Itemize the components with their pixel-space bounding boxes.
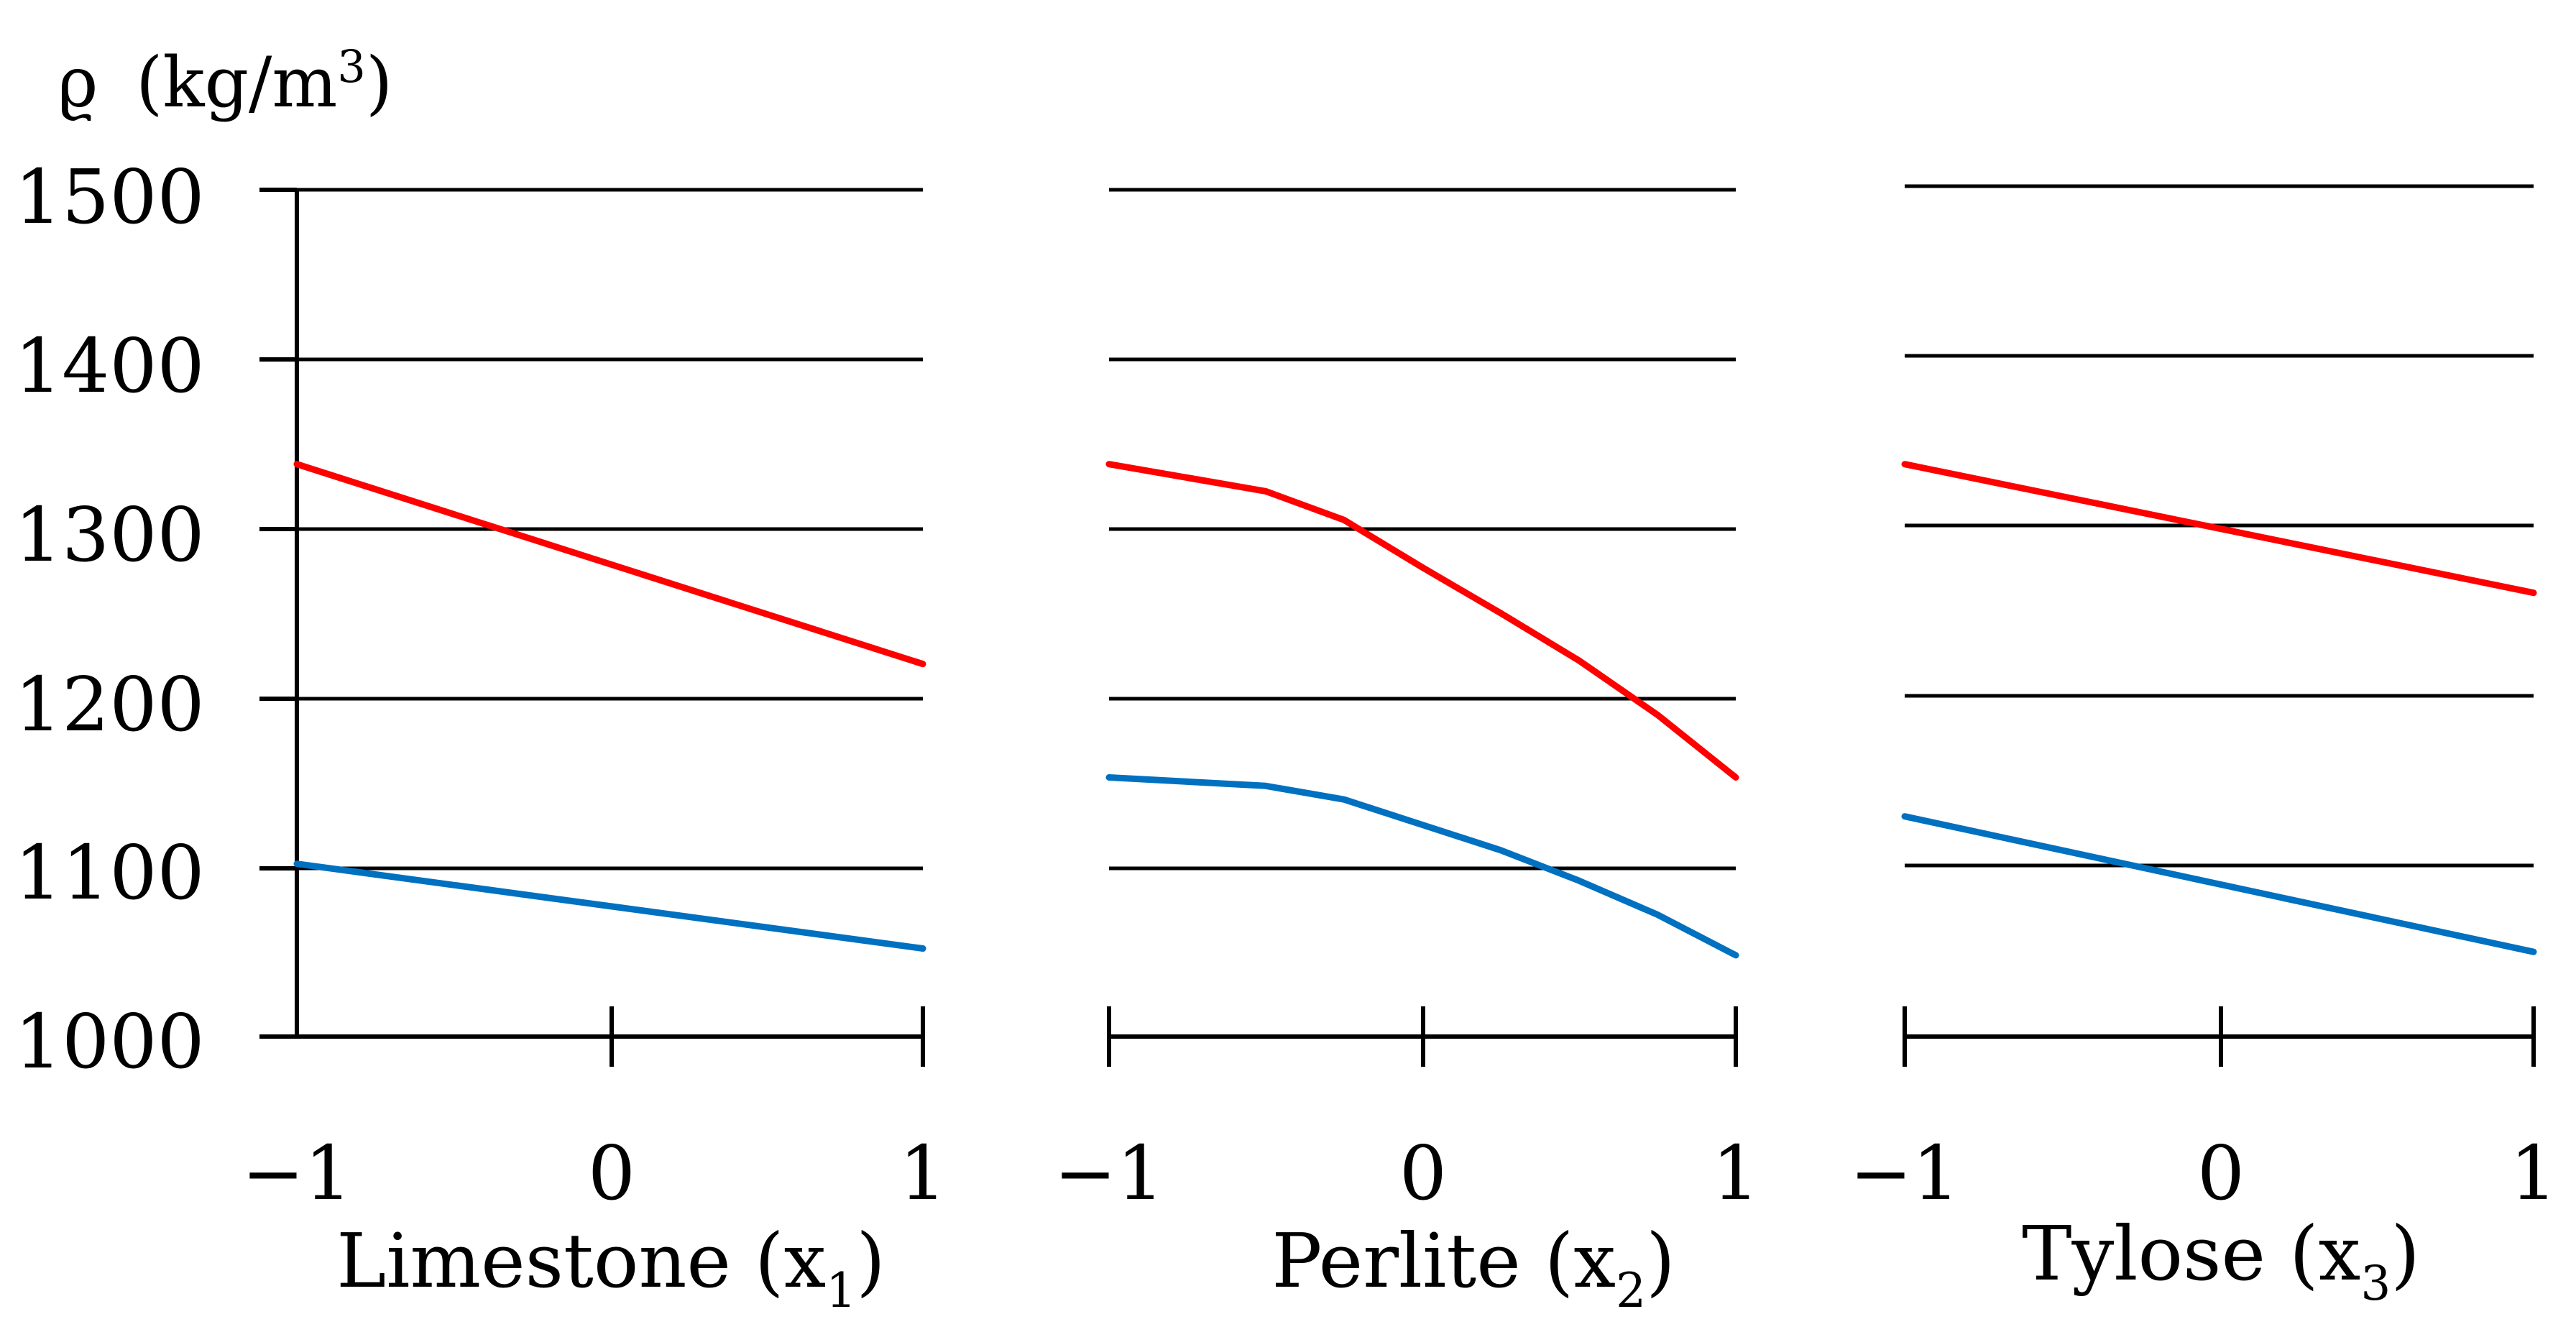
x-axis-label-subscript: 3 bbox=[2360, 1256, 2391, 1311]
series-line-blue bbox=[1901, 813, 2537, 955]
y-tick-label: 1000 bbox=[14, 998, 205, 1085]
x-axis-label-subscript: 2 bbox=[1616, 1263, 1646, 1318]
x-axis-label-text: Tylose (x bbox=[2022, 1210, 2360, 1297]
series-line-red bbox=[1901, 461, 2537, 597]
x-axis-label-subscript: 1 bbox=[826, 1263, 856, 1318]
series-line-red bbox=[293, 461, 926, 668]
panel-limestone: −1 0 1 Limestone (x1) bbox=[242, 188, 947, 1318]
x-axis-label-text: Limestone (x bbox=[336, 1217, 826, 1305]
x-axis-label: Limestone (x1) bbox=[336, 1217, 886, 1318]
x-tick-label: 1 bbox=[1712, 1129, 1760, 1217]
series-line-red bbox=[1105, 461, 1739, 781]
y-axis-unit-exponent: 3 bbox=[337, 40, 365, 93]
x-axis-label: Tylose (x3) bbox=[2022, 1210, 2420, 1311]
x-tick-label: 0 bbox=[588, 1129, 635, 1217]
y-axis-unit-close: ) bbox=[366, 42, 392, 123]
y-tick-label: 1300 bbox=[14, 491, 205, 579]
x-axis-label-text: Perlite (x bbox=[1271, 1217, 1616, 1305]
panel-perlite: −1 0 1 Perlite (x2) bbox=[1054, 188, 1760, 1318]
y-tick-labels: 1000 1100 1200 1300 1400 1500 bbox=[14, 153, 205, 1085]
x-tick-label: 0 bbox=[2197, 1129, 2245, 1217]
x-tick-label: 1 bbox=[2510, 1129, 2557, 1217]
x-tick-labels: −1 0 1 bbox=[1054, 1129, 1760, 1217]
y-tick-label: 1500 bbox=[14, 153, 205, 241]
x-axis-label-close: ) bbox=[1646, 1217, 1675, 1305]
y-axis-title: ϱ (kg/m3) bbox=[58, 40, 392, 123]
x-axis-label-close: ) bbox=[856, 1217, 886, 1305]
y-tick-label: 1400 bbox=[14, 322, 205, 410]
y-axis-unit: (kg/m bbox=[136, 42, 337, 123]
series-line-blue bbox=[293, 860, 926, 952]
x-axis-label-close: ) bbox=[2391, 1210, 2420, 1297]
x-tick-label: 0 bbox=[1399, 1129, 1447, 1217]
x-tick-labels: −1 0 1 bbox=[242, 1129, 947, 1217]
x-tick-label: 1 bbox=[899, 1129, 947, 1217]
x-tick-label: −1 bbox=[1849, 1129, 1959, 1217]
x-tick-label: −1 bbox=[1054, 1129, 1164, 1217]
x-tick-labels: −1 0 1 bbox=[1849, 1129, 2557, 1217]
x-axis-ticks bbox=[610, 1006, 925, 1067]
series-line-blue bbox=[1105, 774, 1739, 959]
x-axis-label: Perlite (x2) bbox=[1271, 1217, 1675, 1318]
gridlines bbox=[1109, 188, 1736, 871]
gridlines bbox=[259, 188, 923, 871]
x-axis-ticks bbox=[1903, 1006, 2536, 1067]
y-axis-symbol: ϱ bbox=[58, 42, 98, 123]
x-tick-label: −1 bbox=[242, 1129, 351, 1217]
x-axis-ticks bbox=[1107, 1006, 1738, 1067]
y-tick-label: 1200 bbox=[14, 661, 205, 748]
panel-tylose: −1 0 1 Tylose (x3) bbox=[1849, 184, 2557, 1311]
y-tick-label: 1100 bbox=[14, 829, 205, 917]
y-axis-ticks bbox=[259, 188, 297, 1039]
